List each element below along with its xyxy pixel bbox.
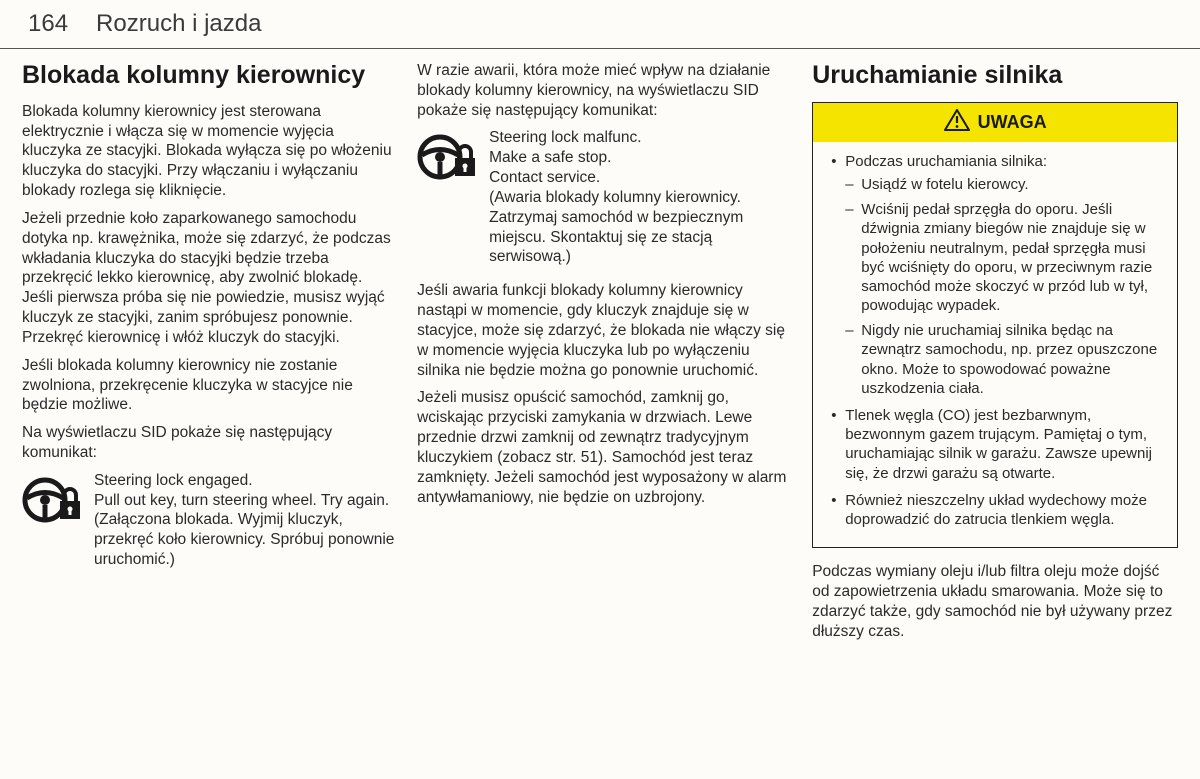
content-columns: Blokada kolumny kierownicy Blokada kolum…	[0, 61, 1200, 649]
steering-lock-icon	[417, 130, 477, 184]
page-header: 164 Rozruch i jazda	[0, 0, 1200, 44]
col1-para4: Na wyświetlaczu SID pokaże się następują…	[22, 423, 395, 463]
col2-para1: W razie awarii, która może mieć wpływ na…	[417, 61, 790, 120]
heading-steering-lock: Blokada kolumny kierownicy	[22, 61, 395, 90]
col1-para3: Jeśli blokada kolumny kierownicy nie zos…	[22, 356, 395, 415]
warning-sub-2: Wciśnij pedał sprzęgła do oporu. Jeśli d…	[845, 200, 1163, 315]
warning-triangle-icon	[944, 109, 970, 136]
steering-lock-message-1-text: Steering lock engaged. Pull out key, tur…	[94, 471, 395, 570]
warning-bullet-3: Również nieszczelny układ wydechowy może…	[831, 491, 1163, 529]
warning-list: Podczas uruchamiania silnika: Usiądź w f…	[831, 152, 1163, 529]
warning-sub-1: Usiądź w fotelu kierowcy.	[845, 175, 1163, 194]
warning-bullet-1-text: Podczas uruchamiania silnika:	[845, 153, 1047, 170]
col2-para3: Jeżeli musisz opuścić samochód, zamknij …	[417, 388, 790, 507]
heading-engine-start: Uruchamianie silnika	[812, 61, 1178, 90]
col2-para2: Jeśli awaria funkcji blokady kolumny kie…	[417, 281, 790, 380]
warning-body: Podczas uruchamiania silnika: Usiądź w f…	[813, 142, 1177, 547]
steering-lock-message-2-text: Steering lock malfunc. Make a safe stop.…	[489, 128, 790, 267]
steering-lock-message-2: Steering lock malfunc. Make a safe stop.…	[417, 128, 790, 267]
warning-header: UWAGA	[813, 103, 1177, 142]
column-3: Uruchamianie silnika UWAGA Podczas uruch…	[812, 61, 1178, 649]
warning-bullet-1: Podczas uruchamiania silnika: Usiądź w f…	[831, 152, 1163, 398]
column-1: Blokada kolumny kierownicy Blokada kolum…	[22, 61, 395, 649]
col1-para2: Jeżeli przednie koło zaparkowanego samoc…	[22, 209, 395, 348]
header-divider	[0, 48, 1200, 49]
warning-box: UWAGA Podczas uruchamiania silnika: Usią…	[812, 102, 1178, 548]
col1-para1: Blokada kolumny kierownicy jest sterowan…	[22, 102, 395, 201]
col3-para1: Podczas wymiany oleju i/lub filtra oleju…	[812, 562, 1178, 641]
steering-lock-icon	[22, 473, 82, 527]
warning-sublist: Usiądź w fotelu kierowcy. Wciśnij pedał …	[845, 175, 1163, 398]
section-title: Rozruch i jazda	[96, 10, 261, 38]
column-2: W razie awarii, która może mieć wpływ na…	[417, 61, 790, 649]
page-number: 164	[28, 10, 68, 38]
steering-lock-message-1: Steering lock engaged. Pull out key, tur…	[22, 471, 395, 570]
warning-bullet-2: Tlenek węgla (CO) jest bezbarwnym, bezwo…	[831, 406, 1163, 483]
warning-sub-3: Nigdy nie uruchamiaj silnika będąc na ze…	[845, 321, 1163, 398]
warning-title: UWAGA	[978, 112, 1047, 133]
